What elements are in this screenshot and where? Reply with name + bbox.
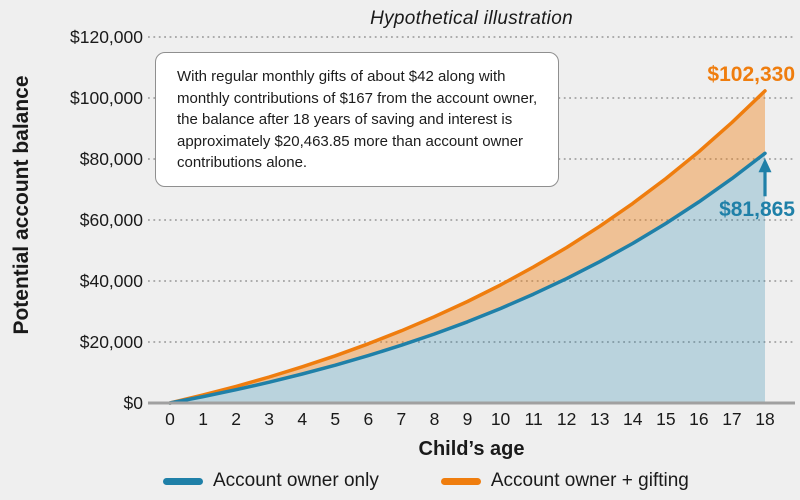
x-tick-label: 5 <box>330 409 340 429</box>
x-tick-label: 4 <box>297 409 307 429</box>
x-tick-label: 12 <box>557 409 576 429</box>
x-tick-label: 0 <box>165 409 175 429</box>
y-tick-label: $60,000 <box>80 210 144 230</box>
gifting-line-swatch <box>440 477 481 485</box>
x-tick-label: 3 <box>264 409 274 429</box>
x-tick-label: 13 <box>590 409 609 429</box>
chart-title: Hypothetical illustration <box>370 8 573 29</box>
y-tick-label: $40,000 <box>80 271 144 291</box>
x-tick-label: 14 <box>623 409 643 429</box>
gifting-line <box>168 89 767 405</box>
y-tick-label: $0 <box>124 393 144 413</box>
y-tick-label: $80,000 <box>80 149 144 169</box>
x-tick-label: 7 <box>397 409 407 429</box>
y-tick-label: $120,000 <box>70 27 143 47</box>
gifting-end-label: $102,330 <box>707 62 795 86</box>
chart-plot: $0 $20,000 $40,000 $60,000 $80,000 $100,000 $1… <box>70 27 795 429</box>
x-tick-label: 11 <box>525 409 543 429</box>
x-tick-label: 16 <box>689 409 708 429</box>
legend-item-gifting: Account owner + gifting <box>440 470 689 492</box>
legend: Account owner only Account owner + gifti… <box>163 470 689 492</box>
x-tick-label: 8 <box>430 409 440 429</box>
annotation-text: With regular monthly gifts of about $42 … <box>177 68 538 171</box>
x-tick-label: 18 <box>755 409 774 429</box>
y-tick-label: $20,000 <box>80 332 144 352</box>
owner-end-label: $81,865 <box>719 198 795 222</box>
x-axis-title: Child’s age <box>418 438 525 460</box>
annotation-box: With regular monthly gifts of about $42 … <box>155 52 559 187</box>
x-tick-label: 2 <box>231 409 241 429</box>
owner-line <box>168 151 767 405</box>
owner-arrow-head <box>758 158 772 173</box>
x-tick-label: 6 <box>363 409 373 429</box>
x-tick-label: 15 <box>656 409 675 429</box>
x-tick-label: 17 <box>722 409 741 429</box>
owner-area <box>170 153 765 403</box>
x-tick-label: 10 <box>491 409 511 429</box>
x-tick-label: 9 <box>463 409 473 429</box>
owner-line-swatch <box>163 477 203 485</box>
legend-label-gifting: Account owner + gifting <box>490 470 689 491</box>
y-tick-label: $100,000 <box>70 88 143 108</box>
x-tick-label: 1 <box>198 409 208 429</box>
legend-item-owner: Account owner only <box>163 470 379 492</box>
legend-label-owner: Account owner only <box>213 470 379 491</box>
